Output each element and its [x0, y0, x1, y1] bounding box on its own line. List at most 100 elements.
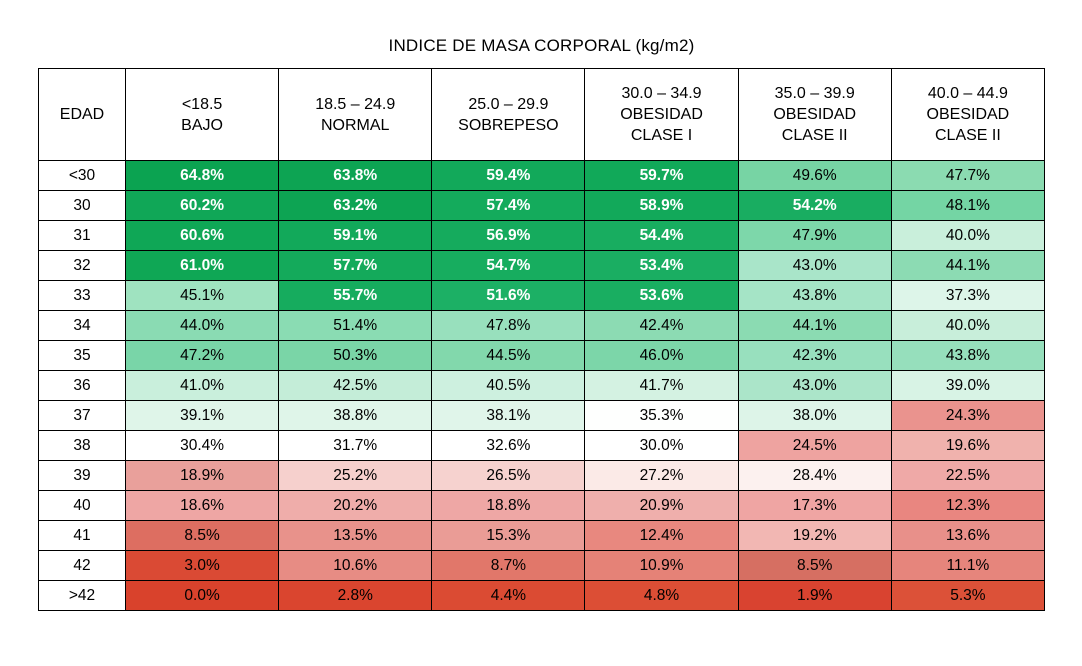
- heatmap-cell: 1.9%: [737, 580, 892, 611]
- heatmap-cell: 61.0%: [124, 250, 280, 281]
- age-label: 33: [38, 280, 126, 311]
- column-range: 35.0 – 39.9: [774, 85, 855, 102]
- age-label: 32: [38, 250, 126, 281]
- column-header-bajo: <18.5 BAJO: [124, 68, 280, 161]
- table-row: 42 3.0% 10.6% 8.7% 10.9% 8.5% 11.1%: [38, 550, 1046, 581]
- heatmap-cell: 42.4%: [584, 310, 739, 341]
- heatmap-cell: 18.9%: [124, 460, 280, 491]
- heatmap-cell: 44.1%: [737, 310, 892, 341]
- heatmap-cell: 4.8%: [584, 580, 739, 611]
- heatmap-cell: 44.1%: [890, 250, 1046, 281]
- heatmap-cell: 44.5%: [431, 340, 586, 371]
- column-label: NORMAL: [321, 116, 390, 134]
- heatmap-cell: 20.2%: [278, 490, 433, 521]
- heatmap-cell: 37.3%: [890, 280, 1046, 311]
- heatmap-cell: 53.4%: [584, 250, 739, 281]
- age-label: >42: [38, 580, 126, 611]
- heatmap-cell: 59.1%: [278, 220, 433, 251]
- table-header: EDAD <18.5 BAJO 18.5 – 24.9 NORMAL 25.0 …: [38, 68, 1046, 161]
- heatmap-cell: 24.3%: [890, 400, 1046, 431]
- table-body: <30 64.8% 63.8% 59.4% 59.7% 49.6% 47.7% 30 60.2%…: [38, 160, 1046, 611]
- table-row: 33 45.1% 55.7% 51.6% 53.6% 43.8% 37.3%: [38, 280, 1046, 311]
- heatmap-cell: 8.7%: [431, 550, 586, 581]
- age-label: 38: [38, 430, 126, 461]
- heatmap-cell: 64.8%: [124, 160, 280, 191]
- table-row: 31 60.6% 59.1% 56.9% 54.4% 47.9% 40.0%: [38, 220, 1046, 251]
- column-label: OBESIDAD: [773, 106, 857, 123]
- heatmap-cell: 44.0%: [124, 310, 280, 341]
- column-label: OBESIDAD: [620, 106, 703, 123]
- chart-title: INDICE DE MASA CORPORAL (kg/m2): [388, 36, 695, 55]
- column-range: <18.5: [181, 95, 223, 113]
- heatmap-cell: 10.9%: [584, 550, 739, 581]
- heatmap-cell: 53.6%: [584, 280, 739, 311]
- heatmap-cell: 12.4%: [584, 520, 739, 551]
- heatmap-cell: 47.9%: [737, 220, 892, 251]
- header-row: EDAD <18.5 BAJO 18.5 – 24.9 NORMAL 25.0 …: [38, 68, 1046, 161]
- age-label: 31: [38, 220, 126, 251]
- column-sublabel: CLASE II: [781, 127, 848, 144]
- column-sublabel: CLASE II: [934, 127, 1001, 144]
- heatmap-cell: 40.0%: [890, 310, 1046, 341]
- heatmap-cell: 25.2%: [278, 460, 433, 491]
- column-label: OBESIDAD: [926, 106, 1010, 123]
- heatmap-cell: 8.5%: [737, 550, 892, 581]
- heatmap-cell: 43.8%: [890, 340, 1046, 371]
- column-sublabel: CLASE I: [630, 127, 693, 144]
- heatmap-cell: 3.0%: [124, 550, 280, 581]
- age-label: 35: [38, 340, 126, 371]
- heatmap-cell: 58.9%: [584, 190, 739, 221]
- age-label: 37: [38, 400, 126, 431]
- heatmap-cell: 63.2%: [278, 190, 433, 221]
- heatmap-cell: 51.4%: [278, 310, 433, 341]
- column-range: 40.0 – 44.9: [927, 85, 1008, 102]
- heatmap-cell: 55.7%: [278, 280, 433, 311]
- heatmap-cell: 43.0%: [737, 250, 892, 281]
- heatmap-cell: 39.1%: [124, 400, 280, 431]
- column-range: 25.0 – 29.9: [468, 95, 549, 113]
- table-row: 32 61.0% 57.7% 54.7% 53.4% 43.0% 44.1%: [38, 250, 1046, 281]
- age-label: 30: [38, 190, 126, 221]
- heatmap-cell: 13.6%: [890, 520, 1046, 551]
- heatmap-cell: 54.7%: [431, 250, 586, 281]
- heatmap-cell: 19.2%: [737, 520, 892, 551]
- heatmap-cell: 30.4%: [124, 430, 280, 461]
- heatmap-cell: 46.0%: [584, 340, 739, 371]
- row-header-edad: EDAD: [38, 68, 126, 161]
- heatmap-cell: 26.5%: [431, 460, 586, 491]
- heatmap-cell: 13.5%: [278, 520, 433, 551]
- column-label: SOBREPESO: [458, 116, 559, 134]
- heatmap-cell: 8.5%: [124, 520, 280, 551]
- heatmap-cell: 48.1%: [890, 190, 1046, 221]
- heatmap-cell: 45.1%: [124, 280, 280, 311]
- heatmap-cell: 51.6%: [431, 280, 586, 311]
- heatmap-cell: 10.6%: [278, 550, 433, 581]
- heatmap-cell: 38.1%: [431, 400, 586, 431]
- age-label: 41: [38, 520, 126, 551]
- heatmap-cell: 43.0%: [737, 370, 892, 401]
- heatmap-cell: 38.8%: [278, 400, 433, 431]
- heatmap-cell: 63.8%: [278, 160, 433, 191]
- table-row: 30 60.2% 63.2% 57.4% 58.9% 54.2% 48.1%: [38, 190, 1046, 221]
- heatmap-cell: 47.7%: [890, 160, 1046, 191]
- heatmap-cell: 32.6%: [431, 430, 586, 461]
- table-row: >42 0.0% 2.8% 4.4% 4.8% 1.9% 5.3%: [38, 580, 1046, 611]
- heatmap-cell: 59.4%: [431, 160, 586, 191]
- heatmap-cell: 38.0%: [737, 400, 892, 431]
- heatmap-cell: 50.3%: [278, 340, 433, 371]
- heatmap-cell: 27.2%: [584, 460, 739, 491]
- heatmap-cell: 11.1%: [890, 550, 1046, 581]
- table-row: 37 39.1% 38.8% 38.1% 35.3% 38.0% 24.3%: [38, 400, 1046, 431]
- heatmap-cell: 20.9%: [584, 490, 739, 521]
- heatmap-cell: 54.2%: [737, 190, 892, 221]
- table-row: 39 18.9% 25.2% 26.5% 27.2% 28.4% 22.5%: [38, 460, 1046, 491]
- heatmap-cell: 39.0%: [890, 370, 1046, 401]
- table-row: 41 8.5% 13.5% 15.3% 12.4% 19.2% 13.6%: [38, 520, 1046, 551]
- heatmap-cell: 15.3%: [431, 520, 586, 551]
- heatmap-cell: 42.3%: [737, 340, 892, 371]
- heatmap-cell: 4.4%: [431, 580, 586, 611]
- column-label: BAJO: [181, 116, 223, 134]
- table-row: 35 47.2% 50.3% 44.5% 46.0% 42.3% 43.8%: [38, 340, 1046, 371]
- heatmap-cell: 60.2%: [124, 190, 280, 221]
- heatmap-cell: 41.0%: [124, 370, 280, 401]
